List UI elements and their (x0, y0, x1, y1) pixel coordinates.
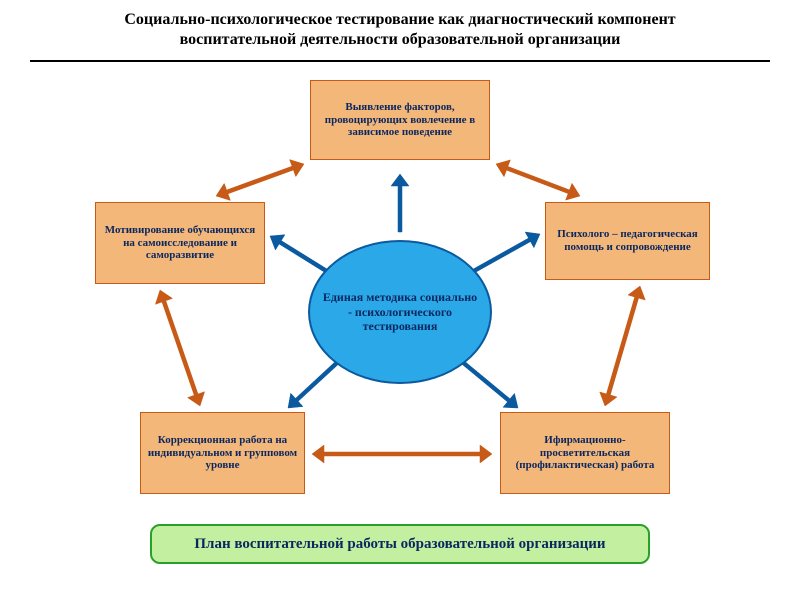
footer-label: План воспитательной работы образовательн… (194, 536, 605, 553)
node-left: Мотивирование обучающихся на самоисследо… (95, 202, 265, 284)
node-left-label: Мотивирование обучающихся на самоисследо… (102, 224, 258, 262)
footer-box: План воспитательной работы образовательн… (150, 524, 650, 564)
title-line-2: воспитательной деятельности образователь… (30, 30, 770, 50)
node-bottom-left: Коррекционная работа на индивидуальном и… (140, 412, 305, 494)
node-bottom-left-label: Коррекционная работа на индивидуальном и… (147, 434, 298, 472)
page-title: Социально-психологическое тестирование к… (0, 0, 800, 56)
title-line-1: Социально-психологическое тестирование к… (30, 10, 770, 30)
node-bottom-right-label: Ифирмационно-просветительская (профилакт… (507, 434, 663, 472)
node-top: Выявление факторов, провоцирующих вовлеч… (310, 80, 490, 160)
center-node: Единая методика социально - психологичес… (308, 240, 492, 384)
center-node-label: Единая методика социально - психологичес… (322, 290, 478, 333)
node-top-label: Выявление факторов, провоцирующих вовлеч… (317, 101, 483, 139)
diagram-canvas: Единая методика социально - психологичес… (0, 62, 800, 582)
node-bottom-right: Ифирмационно-просветительская (профилакт… (500, 412, 670, 494)
node-right: Психолого – педагогическая помощь и сопр… (545, 202, 710, 280)
node-right-label: Психолого – педагогическая помощь и сопр… (552, 228, 703, 253)
